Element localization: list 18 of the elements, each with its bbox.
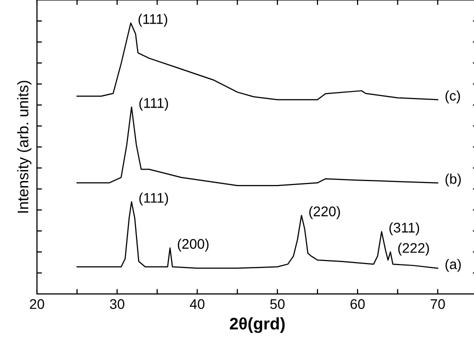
annotation: (111) <box>139 192 168 206</box>
annotation: (a) <box>446 258 461 272</box>
annotation: (200) <box>178 238 209 252</box>
annotation: (220) <box>309 206 340 220</box>
x-tick-label: 40 <box>190 299 204 310</box>
annotation: (c) <box>446 90 460 104</box>
annotation: (111) <box>139 98 168 111</box>
x-tick-label: 50 <box>270 299 285 310</box>
annotation: (222) <box>398 242 429 256</box>
y-axis-title: Intensity (arb. units) <box>17 80 32 213</box>
x-tick-label: 30 <box>110 299 124 310</box>
x-tick-label: 70 <box>430 299 445 310</box>
annotation: (b) <box>446 174 461 187</box>
annotation: (111) <box>138 14 168 27</box>
x-tick-label: 20 <box>30 299 44 310</box>
x-tick-label: 60 <box>350 299 365 310</box>
annotation: (311) <box>389 222 420 236</box>
x-axis-title: 2θ(grd) <box>230 317 285 333</box>
